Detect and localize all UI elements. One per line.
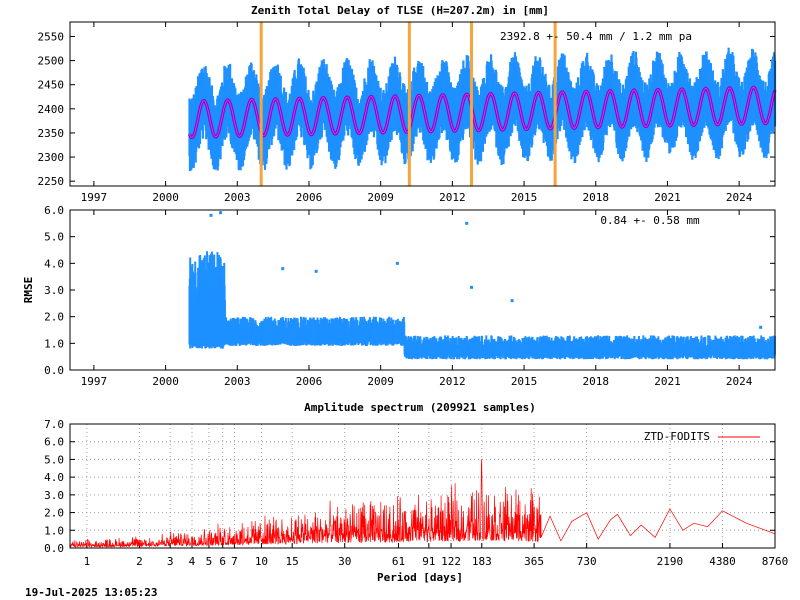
y-tick-label: 5.0	[44, 231, 64, 244]
x-tick-label: 2000	[152, 375, 179, 388]
x-tick-label: 2006	[296, 375, 323, 388]
x-tick-label: 2024	[726, 191, 753, 204]
spectrum-title: Amplitude spectrum (209921 samples)	[304, 401, 536, 414]
y-tick-label: 2.0	[44, 311, 64, 324]
x-tick-label: 10	[255, 555, 268, 568]
x-tick-label: 4	[189, 555, 196, 568]
rmse-stats: 0.84 +- 0.58 mm	[600, 214, 700, 227]
zenith-delay-stats: 2392.8 +- 50.4 mm / 1.2 mm pa	[500, 30, 692, 43]
x-tick-label: 122	[441, 555, 461, 568]
x-tick-label: 1997	[81, 375, 108, 388]
generated-timestamp: 19-Jul-2025 13:05:23	[25, 586, 158, 599]
rmse-outlier	[395, 261, 399, 265]
y-tick-label: 1.0	[44, 524, 64, 537]
y-tick-label: 3.0	[44, 284, 64, 297]
y-tick-label: 2350	[38, 127, 65, 140]
y-tick-label: 6.0	[44, 436, 64, 449]
y-tick-label: 2400	[38, 103, 65, 116]
spectrum-panel: 0.0 1.0 2.0 3.0 4.0 5.0 6.0 7.0 1 2 3 4 5 6 7 10 15 30 61 9…	[44, 418, 788, 568]
y-tick-label: 4.0	[44, 257, 64, 270]
spectrum-line	[69, 459, 776, 549]
x-tick-label: 1997	[81, 191, 108, 204]
y-tick-label: 5.0	[44, 453, 64, 466]
y-tick-label: 3.0	[44, 489, 64, 502]
x-tick-label: 2024	[726, 375, 753, 388]
spectrum-legend: ZTD-FODITS	[644, 430, 760, 443]
y-tick-label: 7.0	[44, 418, 64, 431]
rmse-panel: 1997 2000 2003 2006 2009 2012 2015 2018 2021 2024…	[44, 204, 776, 388]
y-tick-label: 4.0	[44, 471, 64, 484]
rmse-outlier	[510, 299, 514, 303]
x-tick-label: 2006	[296, 191, 323, 204]
x-tick-label: 30	[338, 555, 351, 568]
rmse-outlier	[759, 325, 763, 329]
x-tick-label: 2190	[657, 555, 684, 568]
rmse-outlier	[314, 269, 318, 273]
x-tick-label: 3	[167, 555, 174, 568]
x-tick-label: 15	[286, 555, 299, 568]
rmse-outlier	[209, 213, 213, 217]
x-tick-label: 2000	[152, 191, 179, 204]
x-tick-label: 61	[392, 555, 405, 568]
rmse-outlier	[281, 267, 285, 271]
x-tick-label: 4380	[709, 555, 736, 568]
rmse-outlier	[465, 221, 469, 225]
x-tick-label: 2021	[654, 375, 681, 388]
zenith-delay-title: Zenith Total Delay of TLSE (H=207.2m) in…	[251, 4, 549, 17]
x-tick-label: 91	[422, 555, 435, 568]
spectrum-frame	[69, 423, 776, 549]
x-tick-label: 7	[231, 555, 238, 568]
x-tick-label: 365	[524, 555, 544, 568]
x-tick-label: 730	[577, 555, 597, 568]
zenith-seasonal-highlight	[189, 86, 776, 138]
y-tick-label: 2300	[38, 151, 65, 164]
x-tick-label: 2018	[583, 191, 610, 204]
rmse-outlier	[469, 285, 473, 289]
spectrum-legend-label: ZTD-FODITS	[644, 430, 710, 443]
rmse-outlier	[219, 211, 223, 215]
x-tick-label: 8760	[762, 555, 789, 568]
x-tick-label: 2012	[439, 375, 466, 388]
zenith-seasonal-model	[187, 85, 777, 140]
x-tick-label: 2003	[224, 191, 251, 204]
rmse-points	[188, 211, 776, 360]
y-tick-label: 0.0	[44, 364, 64, 377]
y-tick-label: 2550	[38, 30, 65, 43]
x-tick-label: 2021	[654, 191, 681, 204]
y-tick-label: 6.0	[44, 204, 64, 217]
y-tick-label: 1.0	[44, 337, 64, 350]
zenith-delay-panel: 1997 2000 2003 2006 2009 2012 2015 2018 2021 2024…	[38, 21, 777, 204]
x-tick-label: 2003	[224, 375, 251, 388]
x-tick-label: 2012	[439, 191, 466, 204]
y-tick-label: 2450	[38, 79, 65, 92]
x-tick-label: 1	[84, 555, 91, 568]
zenith-frame	[69, 21, 776, 187]
y-tick-label: 0.0	[44, 542, 64, 555]
x-tick-label: 2009	[367, 375, 394, 388]
spectrum-axis-label: Period [days]	[377, 571, 463, 584]
x-tick-label: 2018	[583, 375, 610, 388]
rmse-axis-label: RMSE	[22, 277, 35, 304]
x-tick-label: 6	[219, 555, 226, 568]
x-tick-label: 2015	[511, 191, 538, 204]
x-tick-label: 2009	[367, 191, 394, 204]
x-tick-label: 2	[136, 555, 143, 568]
rmse-frame	[69, 209, 776, 371]
x-tick-label: 183	[472, 555, 492, 568]
y-tick-label: 2250	[38, 175, 65, 188]
y-tick-label: 2.0	[44, 507, 64, 520]
x-tick-label: 5	[206, 555, 213, 568]
x-tick-label: 2015	[511, 375, 538, 388]
y-tick-label: 2500	[38, 55, 65, 68]
